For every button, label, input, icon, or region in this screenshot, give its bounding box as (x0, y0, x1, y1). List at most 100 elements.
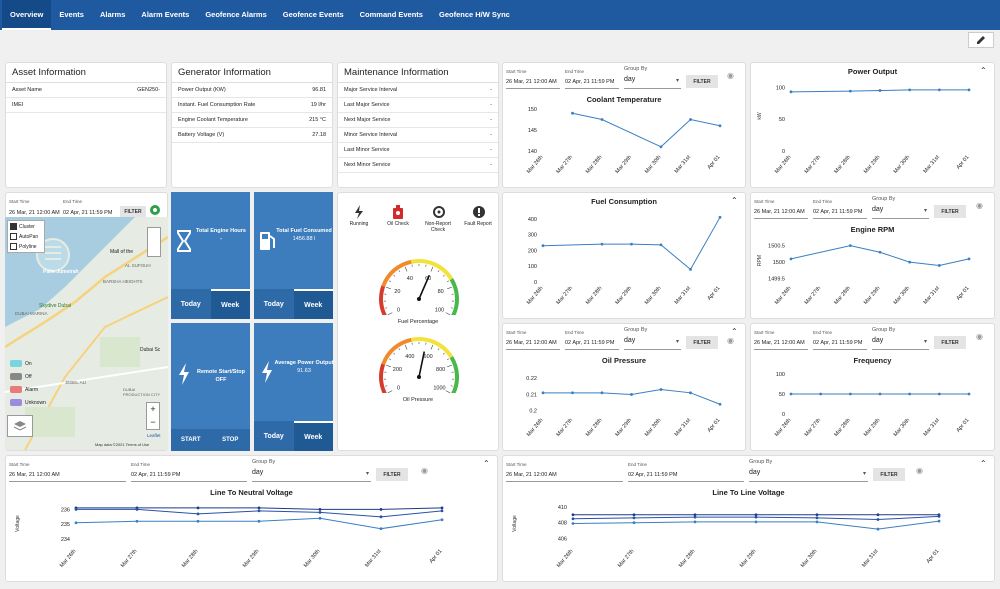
filter-button[interactable]: FILTER (873, 468, 905, 481)
stop-button[interactable]: STOP (222, 437, 239, 443)
legend-chip (10, 373, 22, 380)
tab-overview[interactable]: Overview (2, 0, 52, 30)
x-tick-label: Mar 28th (585, 285, 604, 305)
autopan-checkbox[interactable]: AutoPan (10, 233, 38, 240)
legend-off: Off (10, 373, 32, 380)
start-time-label: Start Time (506, 330, 527, 335)
start-time-input[interactable]: 26 Mar, 21 12:00 AM (9, 472, 60, 478)
end-time-input[interactable]: 02 Apr, 21 11:59 PM (565, 340, 615, 346)
filter-button[interactable]: FILTER (376, 468, 408, 481)
group-by-select[interactable]: day (252, 469, 264, 476)
filter-button[interactable]: FILTER (686, 336, 718, 349)
data-point (440, 509, 444, 513)
tile-title: Average Power Output (274, 360, 334, 366)
x-tick-label: Mar 26th (526, 285, 545, 305)
tab-geofence-hw-sync[interactable]: Geofence H/W Sync (438, 10, 510, 19)
visibility-icon[interactable]: ◉ (421, 466, 428, 475)
start-time-input[interactable]: 26 Mar, 21 12:00 AM (506, 472, 557, 478)
zoom-controls[interactable]: + − (146, 402, 160, 430)
filter-button[interactable]: FILTER (934, 205, 966, 218)
tab-command-events[interactable]: Command Events (359, 10, 423, 19)
chevron-down-icon[interactable]: ▾ (863, 471, 867, 477)
lightning-icon (179, 363, 189, 385)
edit-button[interactable] (968, 32, 994, 48)
collapse-chevron-icon[interactable]: ⌃ (980, 459, 987, 468)
coolant-temperature-card: Start Time 26 Mar, 21 12:00 AM End Time 02 … (502, 62, 746, 188)
visibility-icon[interactable]: ◉ (916, 466, 923, 475)
end-time-input[interactable]: 02 Apr, 21 11:59 PM (628, 472, 678, 478)
y-tick-label: 140 (528, 149, 537, 155)
group-by-select[interactable]: day (872, 206, 884, 213)
today-tab[interactable]: Today (263, 300, 284, 308)
chevron-down-icon[interactable]: ▾ (366, 471, 370, 477)
data-point (878, 392, 882, 396)
end-time-input[interactable]: 02 Apr, 21 11:59 PM (813, 340, 863, 346)
week-tab[interactable]: Week (293, 289, 333, 319)
checkbox-label: Cluster (19, 223, 35, 230)
map-label: Skydive Dubai (39, 303, 71, 309)
chart-title: Line To Neutral Voltage (210, 488, 293, 497)
tab-alarm-events[interactable]: Alarm Events (141, 10, 190, 19)
x-tick-label: Apr 01 (956, 417, 971, 433)
collapse-chevron-icon[interactable]: ⌃ (731, 327, 738, 336)
group-by-select[interactable]: day (624, 76, 636, 83)
chevron-down-icon[interactable]: ▾ (924, 339, 928, 345)
chevron-down-icon[interactable]: ▾ (924, 208, 928, 214)
filter-button[interactable]: FILTER (120, 206, 146, 218)
data-point (571, 111, 574, 115)
select-underline (872, 218, 929, 219)
week-tab[interactable]: Week (293, 421, 333, 451)
visibility-icon[interactable]: ◉ (727, 71, 734, 80)
layers-button[interactable] (7, 415, 33, 437)
geofence-icon[interactable] (149, 204, 161, 216)
chevron-down-icon[interactable]: ▾ (676, 339, 680, 345)
end-time-input[interactable]: 02 Apr, 21 11:59 PM (63, 210, 113, 216)
collapse-chevron-icon[interactable]: ⌃ (980, 66, 987, 75)
filter-button[interactable]: FILTER (686, 75, 718, 88)
end-time-input[interactable]: 02 Apr, 21 11:59 PM (565, 79, 615, 85)
tab-geofence-events[interactable]: Geofence Events (282, 10, 344, 19)
x-tick-label: Mar 31st (364, 548, 383, 569)
end-time-input[interactable]: 02 Apr, 21 11:59 PM (813, 209, 863, 215)
week-tab[interactable]: Week (210, 289, 250, 319)
start-time-input[interactable]: 26 Mar, 21 12:00 AM (754, 209, 805, 215)
today-tab[interactable]: Today (180, 300, 201, 308)
tab-geofence-alarms[interactable]: Geofence Alarms (205, 10, 267, 19)
visibility-icon[interactable]: ◉ (976, 201, 983, 210)
x-tick-label: Mar 28th (833, 154, 852, 174)
group-by-select[interactable]: day (872, 337, 884, 344)
visibility-icon[interactable]: ◉ (976, 332, 983, 341)
map-view[interactable]: Cluster AutoPan Polyline Mall of the Pal… (5, 217, 168, 450)
input-underline (506, 88, 560, 89)
cluster-checkbox[interactable]: Cluster (10, 223, 35, 230)
today-tab[interactable]: Today (263, 432, 284, 440)
x-tick-label: Mar 31st (923, 417, 942, 438)
collapse-chevron-icon[interactable]: ⌃ (483, 459, 490, 468)
start-time-input[interactable]: 26 Mar, 21 12:00 AM (506, 79, 557, 85)
filter-button[interactable]: FILTER (934, 336, 966, 349)
map-label: DUBAI MARINA (15, 311, 48, 316)
chevron-down-icon[interactable]: ▾ (676, 78, 680, 84)
end-time-input[interactable]: 02 Apr, 21 11:59 PM (131, 472, 181, 478)
collapse-chevron-icon[interactable]: ⌃ (731, 196, 738, 205)
data-point (967, 392, 971, 396)
map-fullscreen-controls[interactable] (147, 227, 161, 257)
polyline-checkbox[interactable]: Polyline (10, 243, 37, 250)
y-tick-label: 150 (528, 107, 537, 113)
visibility-icon[interactable]: ◉ (727, 336, 734, 345)
start-time-input[interactable]: 26 Mar, 21 12:00 AM (9, 210, 60, 216)
tab-events[interactable]: Events (59, 10, 84, 19)
group-by-select[interactable]: day (749, 469, 761, 476)
group-by-select[interactable]: day (624, 337, 636, 344)
start-button[interactable]: START (180, 437, 201, 443)
leaflet-attribution[interactable]: Leaflet (147, 433, 161, 438)
x-tick-label: Mar 31st (861, 548, 880, 569)
start-time-input[interactable]: 26 Mar, 21 12:00 AM (506, 340, 557, 346)
data-point (815, 520, 819, 524)
legend-chip (10, 386, 22, 393)
start-time-input[interactable]: 26 Mar, 21 12:00 AM (754, 340, 805, 346)
y-tick-label: 100 (776, 85, 785, 91)
gauge-hub (417, 297, 421, 301)
tab-alarms[interactable]: Alarms (99, 10, 126, 19)
lightning-icon (262, 361, 272, 383)
